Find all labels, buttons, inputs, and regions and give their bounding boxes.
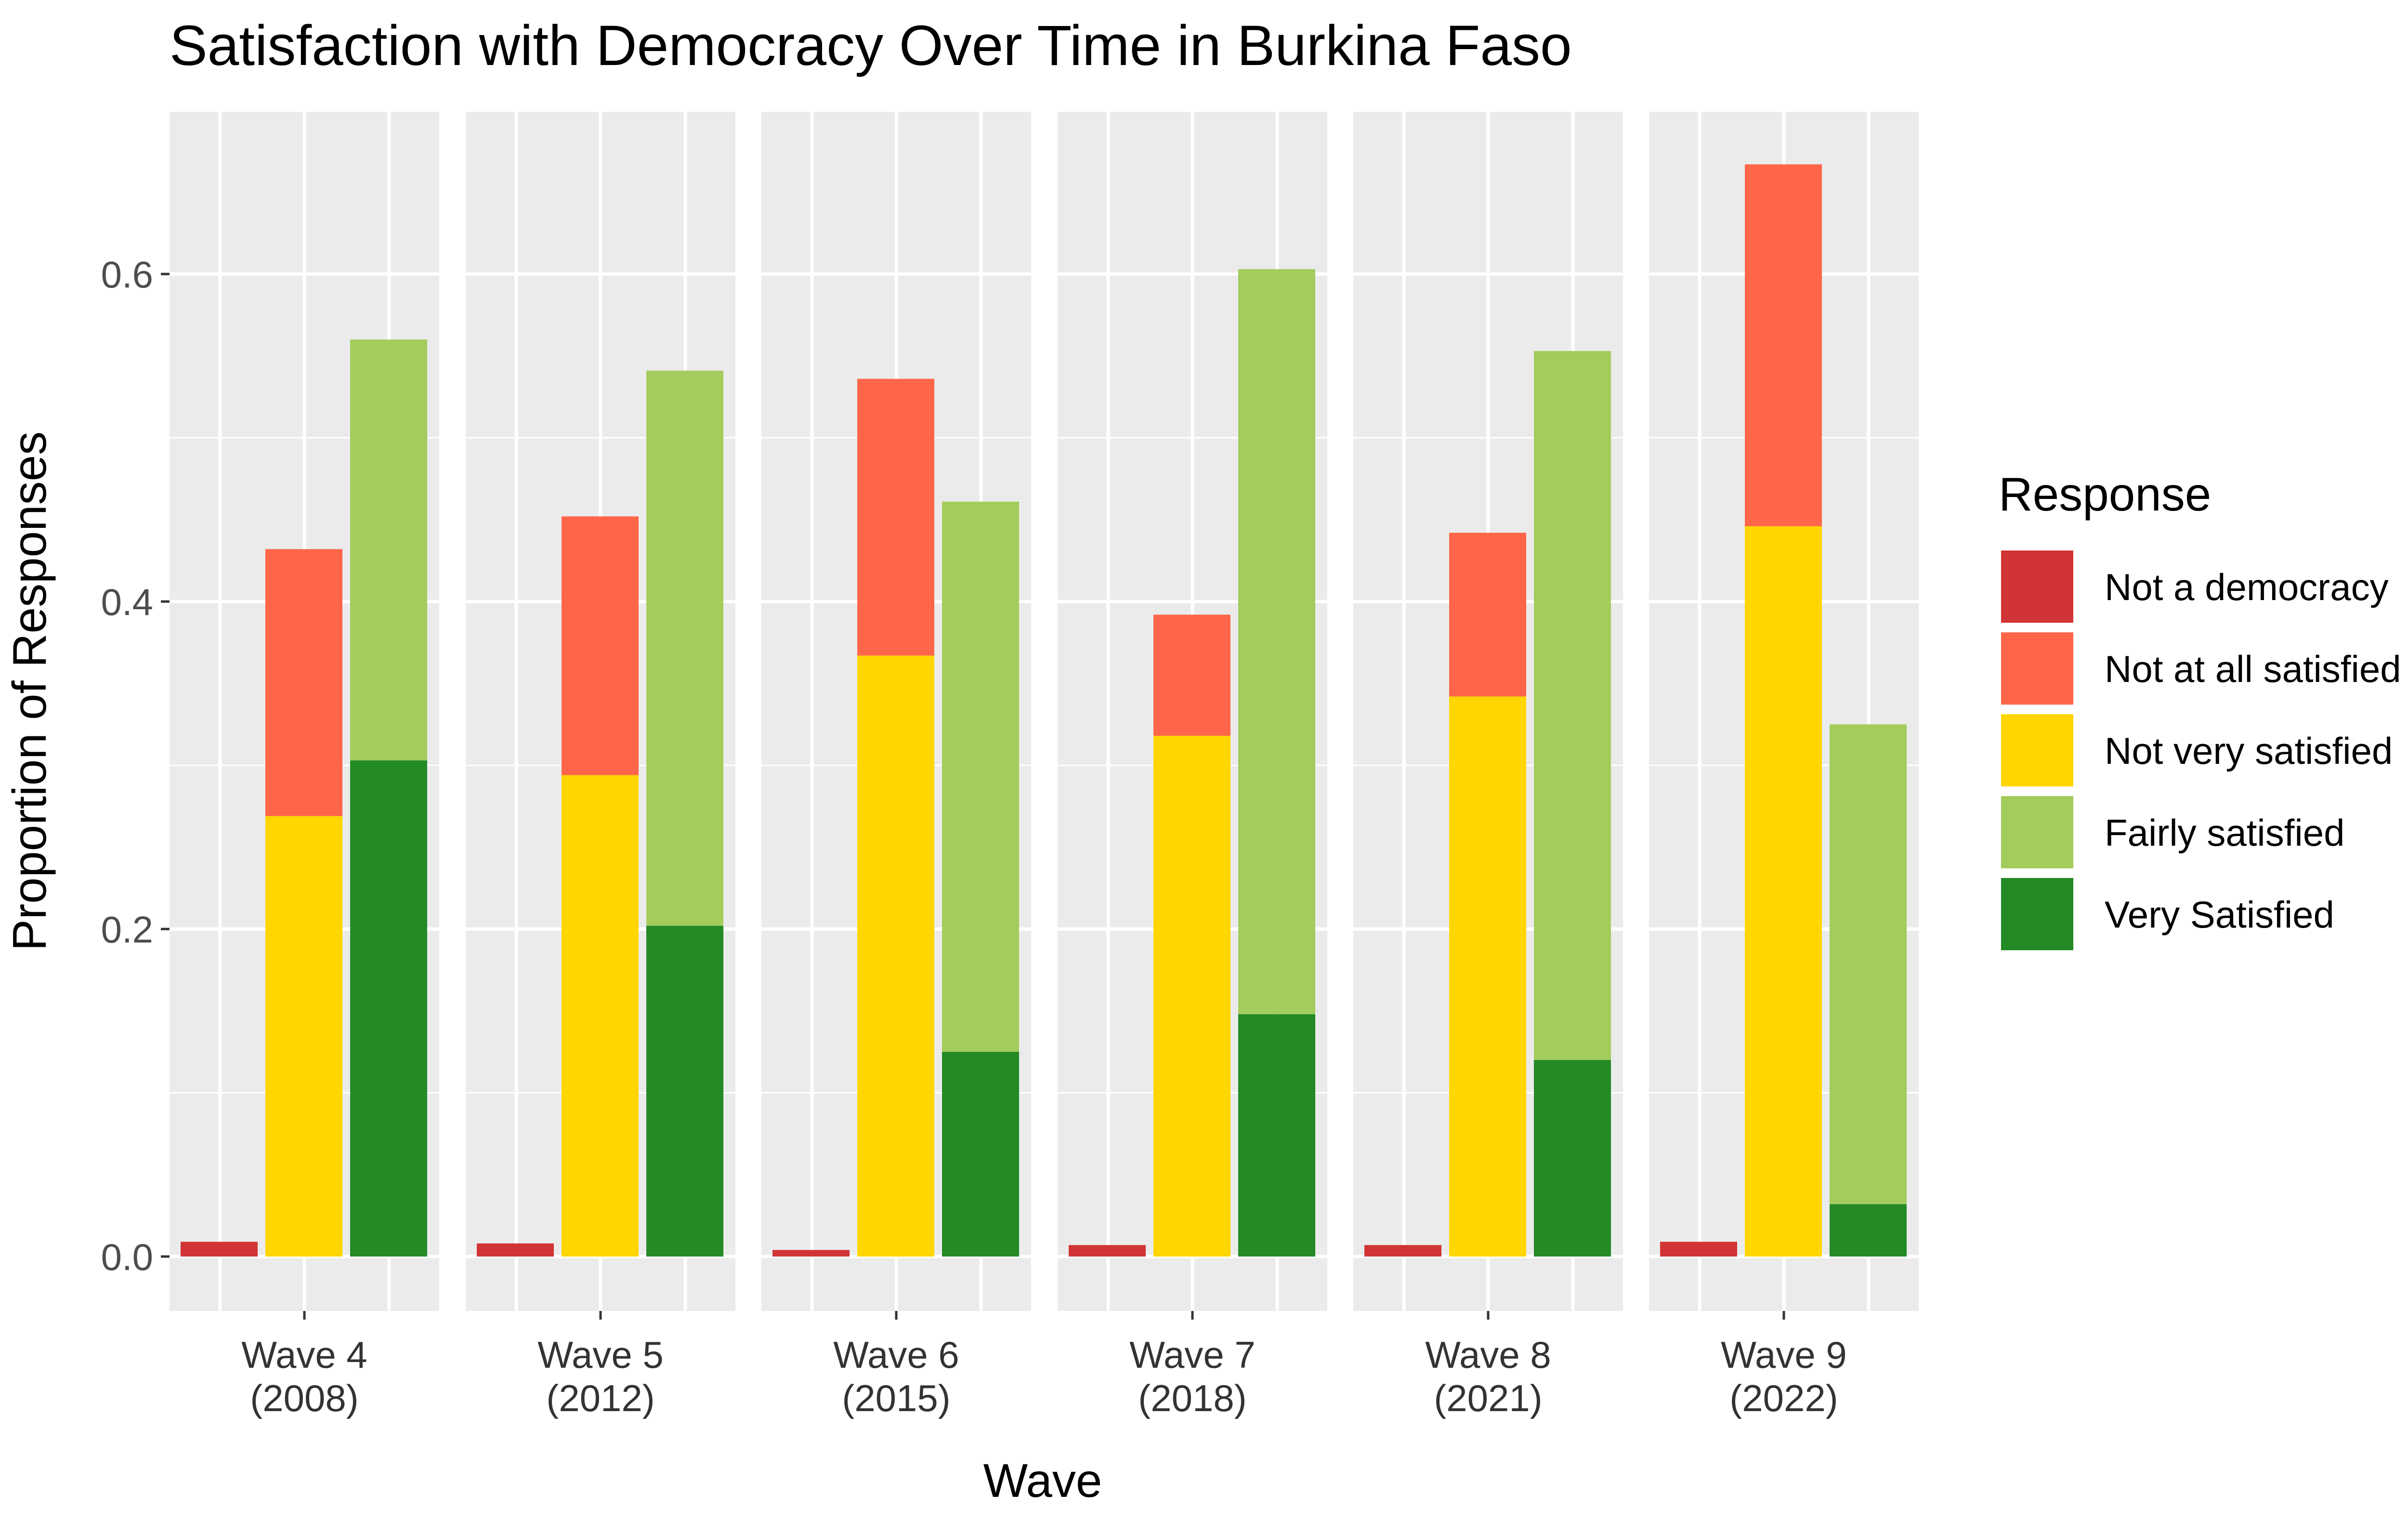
legend-swatch: [2001, 714, 2073, 786]
legend: Response Not a democracy Not at all satis…: [1999, 468, 2401, 953]
y-tick-label: 0.4: [101, 581, 153, 623]
legend-swatch: [2001, 796, 2073, 868]
y-tick-label: 0.6: [101, 253, 153, 296]
x-axis-title: Wave: [983, 1454, 1102, 1507]
x-tick-sublabel: (2021): [1434, 1377, 1542, 1419]
chart-title: Satisfaction with Democracy Over Time in…: [170, 14, 1572, 78]
bar-not-a-democracy: [772, 1250, 850, 1257]
bar-fairly-satisfied: [942, 501, 1019, 1052]
legend-title: Response: [1999, 468, 2211, 521]
x-tick-label: Wave 6: [833, 1334, 959, 1376]
bar-not-at-all-satisfied: [265, 549, 342, 816]
bar-very-satisfied: [1238, 1014, 1315, 1257]
bar-not-at-all-satisfied: [1745, 164, 1822, 526]
y-tick-label: 0.0: [101, 1236, 153, 1278]
x-tick-label: Wave 7: [1129, 1334, 1256, 1376]
x-tick-label: Wave 4: [241, 1334, 367, 1376]
x-tick-sublabel: (2012): [546, 1377, 654, 1419]
legend-label: Not very satisfied: [2105, 730, 2393, 772]
x-tick-label: Wave 9: [1721, 1334, 1847, 1376]
bar-not-a-democracy: [1660, 1242, 1737, 1257]
facet-panels: Wave 4(2008)Wave 5(2012)Wave 6(2015)Wave…: [170, 112, 1919, 1419]
legend-label: Not at all satisfied: [2105, 648, 2401, 690]
facet-panel: Wave 4(2008): [170, 112, 439, 1419]
x-tick-sublabel: (2022): [1729, 1377, 1838, 1419]
facet-panel: Wave 6(2015): [761, 112, 1031, 1419]
bar-very-satisfied: [942, 1052, 1019, 1257]
legend-swatch: [2001, 878, 2073, 950]
legend-label: Not a democracy: [2105, 566, 2389, 608]
bar-very-satisfied: [1534, 1060, 1611, 1257]
bar-not-very-satisfied: [1153, 735, 1230, 1257]
y-axis-title: Proportion of Responses: [3, 432, 56, 951]
bar-not-at-all-satisfied: [562, 516, 639, 775]
x-tick-sublabel: (2018): [1138, 1377, 1246, 1419]
bar-very-satisfied: [350, 760, 427, 1257]
bar-not-very-satisfied: [857, 655, 934, 1257]
x-tick-label: Wave 5: [537, 1334, 664, 1376]
bar-fairly-satisfied: [1238, 269, 1315, 1014]
bar-not-at-all-satisfied: [1153, 615, 1230, 736]
x-tick-sublabel: (2008): [250, 1377, 358, 1419]
facet-panel: Wave 8(2021): [1353, 112, 1623, 1419]
bar-not-at-all-satisfied: [857, 379, 934, 656]
bar-not-very-satisfied: [1449, 696, 1526, 1257]
facet-panel: Wave 5(2012): [466, 112, 735, 1419]
bar-not-very-satisfied: [562, 775, 639, 1257]
x-tick-sublabel: (2015): [842, 1377, 950, 1419]
bar-not-very-satisfied: [265, 816, 342, 1257]
legend-label: Very Satisfied: [2105, 893, 2334, 936]
bar-very-satisfied: [1830, 1204, 1907, 1257]
bar-not-a-democracy: [1364, 1245, 1441, 1257]
bar-not-very-satisfied: [1745, 526, 1822, 1257]
legend-swatch: [2001, 550, 2073, 623]
bar-not-a-democracy: [477, 1243, 554, 1257]
bar-fairly-satisfied: [350, 340, 427, 760]
bar-not-a-democracy: [181, 1242, 258, 1257]
y-axis: 0.0 0.2 0.4 0.6: [101, 253, 170, 1278]
facet-panel: Wave 9(2022): [1649, 112, 1919, 1419]
bar-not-a-democracy: [1069, 1245, 1146, 1257]
bar-very-satisfied: [646, 926, 723, 1257]
bar-fairly-satisfied: [1830, 724, 1907, 1205]
bar-fairly-satisfied: [1534, 351, 1611, 1060]
x-tick-label: Wave 8: [1425, 1334, 1551, 1376]
facet-panel: Wave 7(2018): [1058, 112, 1327, 1419]
bar-not-at-all-satisfied: [1449, 533, 1526, 697]
bar-fairly-satisfied: [646, 370, 723, 926]
legend-label: Fairly satisfied: [2105, 812, 2344, 854]
y-tick-label: 0.2: [101, 908, 153, 951]
legend-swatch: [2001, 632, 2073, 705]
